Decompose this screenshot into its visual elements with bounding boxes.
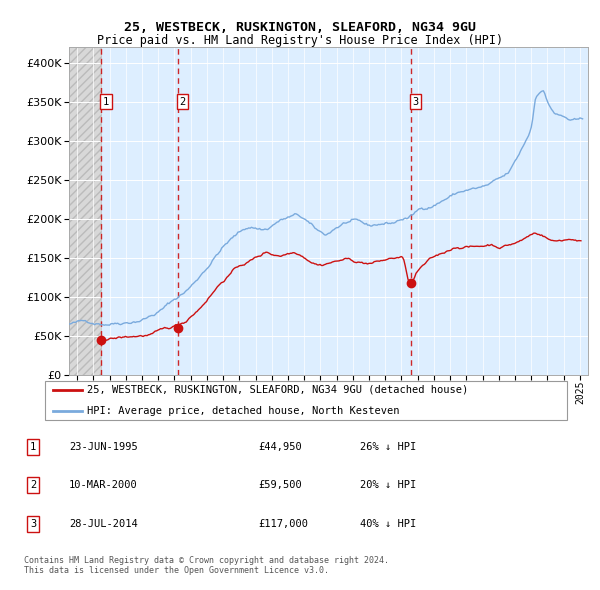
Text: 3: 3 — [412, 97, 419, 107]
Text: £59,500: £59,500 — [258, 480, 302, 490]
Bar — [69, 47, 101, 375]
Text: 2: 2 — [179, 97, 185, 107]
Text: 26% ↓ HPI: 26% ↓ HPI — [360, 442, 416, 452]
Text: £117,000: £117,000 — [258, 519, 308, 529]
Text: 10-MAR-2000: 10-MAR-2000 — [69, 480, 138, 490]
Text: 2: 2 — [30, 480, 36, 490]
Text: Price paid vs. HM Land Registry's House Price Index (HPI): Price paid vs. HM Land Registry's House … — [97, 34, 503, 47]
Text: HPI: Average price, detached house, North Kesteven: HPI: Average price, detached house, Nort… — [87, 407, 400, 416]
Text: 25, WESTBECK, RUSKINGTON, SLEAFORD, NG34 9GU (detached house): 25, WESTBECK, RUSKINGTON, SLEAFORD, NG34… — [87, 385, 468, 395]
Text: 1: 1 — [30, 442, 36, 452]
Text: 3: 3 — [30, 519, 36, 529]
Text: 20% ↓ HPI: 20% ↓ HPI — [360, 480, 416, 490]
Text: Contains HM Land Registry data © Crown copyright and database right 2024.
This d: Contains HM Land Registry data © Crown c… — [24, 556, 389, 575]
Text: 25, WESTBECK, RUSKINGTON, SLEAFORD, NG34 9GU: 25, WESTBECK, RUSKINGTON, SLEAFORD, NG34… — [124, 21, 476, 34]
FancyBboxPatch shape — [44, 381, 568, 420]
Text: 40% ↓ HPI: 40% ↓ HPI — [360, 519, 416, 529]
Text: 28-JUL-2014: 28-JUL-2014 — [69, 519, 138, 529]
Text: 23-JUN-1995: 23-JUN-1995 — [69, 442, 138, 452]
Text: 1: 1 — [103, 97, 109, 107]
Text: £44,950: £44,950 — [258, 442, 302, 452]
